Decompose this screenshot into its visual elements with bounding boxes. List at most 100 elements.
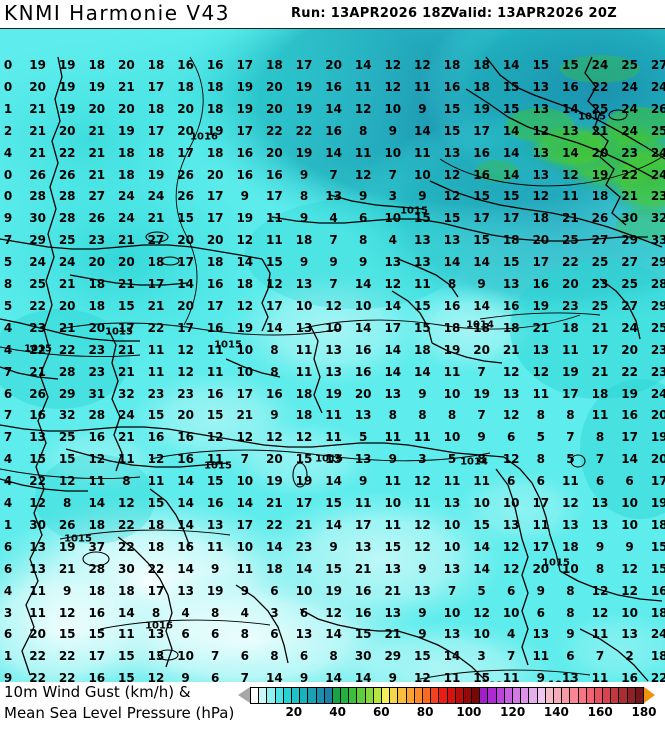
gust-value: 10 bbox=[325, 320, 342, 335]
gust-value: 11 bbox=[414, 496, 431, 510]
gust-value: 15 bbox=[532, 58, 550, 72]
gust-value: 12 bbox=[384, 58, 402, 72]
gust-value: 5 bbox=[477, 583, 486, 598]
colorbar-swatch bbox=[332, 688, 342, 703]
gust-value: 18 bbox=[650, 517, 665, 532]
gust-value: 8 bbox=[240, 627, 249, 642]
gust-value: 6 bbox=[3, 561, 13, 576]
gust-value: 6 bbox=[359, 211, 368, 226]
gust-value: 3 bbox=[477, 649, 486, 664]
gust-value: 20 bbox=[29, 627, 46, 642]
colorbar-swatch bbox=[291, 688, 301, 703]
gust-value: 20 bbox=[650, 452, 665, 467]
gust-value: 11 bbox=[236, 561, 254, 576]
colorbar-swatch bbox=[300, 688, 309, 703]
gust-value: 31 bbox=[88, 386, 106, 401]
colorbar-swatch bbox=[488, 688, 497, 703]
gust-value: 12 bbox=[502, 539, 520, 554]
gust-value: 17 bbox=[236, 58, 254, 72]
gust-value: 20 bbox=[325, 58, 342, 72]
gust-value: 5 bbox=[3, 255, 13, 270]
gust-value: 18 bbox=[502, 233, 520, 248]
gust-value: 9 bbox=[418, 189, 427, 204]
gust-value: 12 bbox=[502, 561, 520, 576]
gust-value: 11 bbox=[29, 583, 46, 598]
gust-value: 28 bbox=[58, 211, 76, 226]
gust-value: 23 bbox=[88, 342, 106, 357]
gust-value: 11 bbox=[266, 211, 283, 226]
gust-value: 19 bbox=[443, 342, 461, 357]
gust-value: 17 bbox=[295, 496, 313, 510]
gust-value: 26 bbox=[177, 189, 194, 204]
gust-value: 12 bbox=[354, 101, 372, 116]
gust-value: 13 bbox=[295, 277, 313, 291]
gust-value: 7 bbox=[477, 408, 486, 423]
gust-value: 16 bbox=[354, 605, 372, 620]
colorbar-swatch bbox=[480, 688, 489, 703]
gust-value: 19 bbox=[295, 474, 313, 489]
gust-value: 20 bbox=[88, 255, 106, 270]
gust-value: 24 bbox=[29, 255, 46, 270]
gust-value: 12 bbox=[236, 233, 254, 248]
gust-value: 9 bbox=[625, 539, 634, 554]
gust-value: 13 bbox=[621, 627, 638, 642]
gust-value: 24 bbox=[58, 255, 76, 270]
gust-value: 4 bbox=[329, 211, 338, 226]
colorbar-swatch bbox=[521, 688, 530, 703]
gust-value: 18 bbox=[88, 58, 106, 72]
gust-value: 10 bbox=[443, 539, 461, 554]
gust-value: 18 bbox=[177, 79, 194, 94]
gust-value: 11 bbox=[206, 342, 224, 357]
gust-value: 12 bbox=[532, 364, 550, 379]
gust-value: 20 bbox=[118, 255, 135, 270]
gust-value: 6 bbox=[3, 539, 13, 554]
gust-value: 6 bbox=[595, 474, 605, 489]
colorbar-swatch bbox=[275, 688, 284, 703]
gust-value: 26 bbox=[177, 167, 194, 182]
gust-value: 14 bbox=[384, 298, 402, 313]
gust-value: 8 bbox=[536, 452, 545, 467]
gust-value: 18 bbox=[147, 517, 165, 532]
colorbar-swatch bbox=[619, 688, 628, 703]
colorbar-swatch bbox=[553, 688, 563, 703]
gust-value: 14 bbox=[562, 101, 579, 116]
gust-value: 11 bbox=[206, 452, 224, 467]
gust-value: 19 bbox=[236, 79, 254, 94]
gust-value: 24 bbox=[650, 167, 665, 182]
forecast-map[interactable]: 0 19 19 18 20 18 16 16 17 18 17 20 14 12 12 18 18 14 15 15 2… bbox=[0, 28, 665, 682]
gust-value: 16 bbox=[266, 386, 283, 401]
gust-value: 13 bbox=[443, 561, 461, 576]
colorbar-swatch bbox=[570, 688, 579, 703]
gust-value: 14 bbox=[502, 58, 520, 72]
gust-value: 21 bbox=[621, 189, 638, 204]
gust-value: 16 bbox=[177, 452, 194, 467]
gust-value: 13 bbox=[29, 430, 46, 445]
gust-value: 25 bbox=[29, 277, 46, 291]
gust-value: 16 bbox=[443, 298, 461, 313]
gust-value: 13 bbox=[325, 452, 342, 467]
gust-value: 18 bbox=[206, 255, 224, 270]
gust-value: 11 bbox=[295, 342, 313, 357]
colorbar-swatch bbox=[373, 688, 382, 703]
gust-value: 14 bbox=[177, 496, 194, 510]
gust-value: 13 bbox=[532, 145, 550, 160]
gust-value: 29 bbox=[650, 255, 665, 270]
colorbar-swatch bbox=[562, 688, 571, 703]
colorbar[interactable] bbox=[238, 687, 655, 704]
gust-value: 18 bbox=[562, 539, 579, 554]
gust-value: 13 bbox=[414, 255, 431, 270]
gust-value: 11 bbox=[147, 342, 165, 357]
gust-value: 24 bbox=[621, 320, 638, 335]
gust-value: 9 bbox=[3, 211, 13, 226]
gust-value: 17 bbox=[147, 79, 165, 94]
gust-value: 14 bbox=[473, 298, 490, 313]
gust-value: 11 bbox=[325, 430, 342, 445]
gust-value: 24 bbox=[147, 189, 165, 204]
gust-value: 16 bbox=[621, 671, 638, 682]
gust-value: 22 bbox=[266, 123, 283, 138]
gust-value: 14 bbox=[414, 123, 431, 138]
gust-value: 20 bbox=[58, 123, 76, 138]
gust-value: 11 bbox=[443, 474, 461, 489]
gust-value: 18 bbox=[206, 79, 224, 94]
gust-value: 18 bbox=[295, 233, 313, 248]
